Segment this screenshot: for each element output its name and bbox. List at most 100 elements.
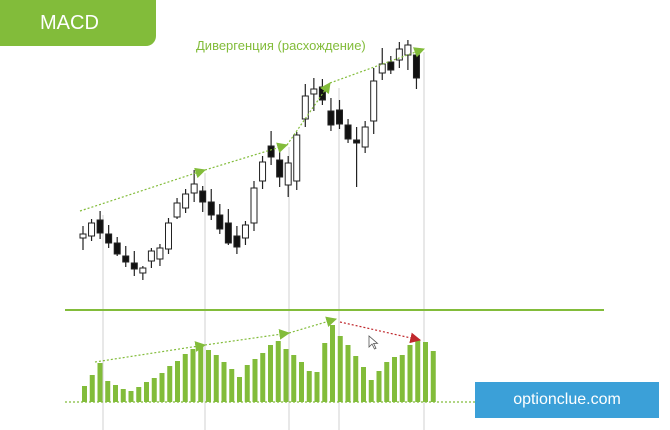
candle-body (199, 190, 207, 203)
macd-badge: MACD (0, 0, 156, 46)
macd-bar (306, 371, 312, 402)
candle-body (224, 222, 232, 244)
price-trend-arrow (204, 142, 289, 171)
macd-bar (361, 367, 366, 402)
candle (344, 119, 352, 143)
candle (147, 248, 155, 268)
candle (139, 266, 147, 280)
candle-body (165, 222, 172, 250)
macd-bar (97, 363, 103, 402)
candle-body (361, 126, 369, 148)
macd-bar (167, 366, 173, 402)
candle (387, 56, 395, 74)
macd-bar (159, 373, 165, 402)
candle-body (156, 247, 164, 260)
candle (207, 189, 215, 220)
candle (284, 156, 292, 197)
candle (378, 48, 386, 80)
macd-bar (198, 346, 204, 402)
macd-bar (330, 325, 335, 402)
candle (318, 79, 326, 105)
candle (310, 78, 318, 111)
macd-bar (190, 349, 196, 402)
candle-body (318, 86, 326, 101)
candle (182, 189, 190, 213)
candle-body (96, 219, 104, 234)
macd-bar (206, 350, 211, 402)
macd-bar (415, 340, 421, 402)
macd-bar (244, 365, 250, 402)
macd-bar (392, 357, 397, 402)
macd-trend-arrow (94, 341, 207, 363)
macd-bar (407, 345, 413, 402)
candle (216, 204, 224, 234)
macd-badge-label: MACD (40, 12, 99, 34)
candle (250, 181, 258, 231)
candle (301, 84, 309, 127)
macd-bar (252, 359, 258, 402)
macd-bar (399, 355, 405, 402)
candle-body (259, 161, 267, 182)
macd-bar (82, 386, 87, 402)
candle-body (344, 124, 352, 140)
candle-body (395, 48, 403, 61)
macd-bar (128, 391, 134, 402)
candle-body (353, 139, 361, 144)
macd-bar (237, 377, 242, 402)
macd-bar (136, 387, 142, 402)
price-trend-arrows (79, 47, 426, 212)
macd-histogram (82, 325, 436, 402)
candle (267, 131, 275, 165)
macd-bar (430, 351, 436, 402)
macd-bar (268, 345, 273, 402)
cursor-icon (368, 335, 379, 350)
candle (412, 50, 420, 89)
candle (259, 156, 267, 189)
price-trend-arrow (286, 82, 331, 146)
macd-bar (120, 389, 126, 402)
candle (96, 211, 104, 239)
candle-body (301, 95, 309, 120)
candle (122, 246, 130, 267)
macd-bar (353, 356, 359, 402)
candle (224, 209, 232, 245)
candle (276, 145, 284, 187)
candle-body (233, 235, 241, 248)
macd-bar (376, 371, 382, 402)
candle-body (336, 109, 343, 125)
price-candles (79, 40, 420, 280)
candle (361, 121, 369, 153)
candle (370, 68, 378, 134)
candle-body (139, 267, 147, 274)
macd-bar (299, 362, 304, 402)
candle-body (250, 187, 258, 224)
macd-bar (113, 385, 118, 402)
candle-body (387, 61, 395, 71)
macd-bar (423, 342, 428, 402)
macd-divergence-arrow (339, 321, 422, 344)
candle (353, 127, 361, 187)
macd-bar (105, 381, 111, 402)
macd-trend-arrows (94, 316, 422, 363)
macd-bar (345, 345, 351, 402)
candle-body (412, 54, 420, 79)
candle-body (207, 201, 215, 216)
candle-body (327, 110, 335, 126)
macd-bar (221, 362, 227, 402)
candle (79, 226, 87, 250)
candle (336, 100, 343, 129)
candle-body (310, 88, 318, 95)
macd-bar (175, 361, 180, 402)
watermark-badge[interactable]: optionclue.com (475, 382, 659, 418)
candle-body (276, 159, 284, 178)
macd-bar (322, 343, 328, 402)
candle-body (122, 255, 130, 263)
watermark-text: optionclue.com (513, 391, 621, 408)
candle-body (113, 242, 121, 255)
macd-bar (229, 369, 235, 402)
candle (130, 251, 138, 276)
candle-body (241, 224, 249, 239)
candle (113, 237, 121, 256)
candle (173, 198, 181, 219)
